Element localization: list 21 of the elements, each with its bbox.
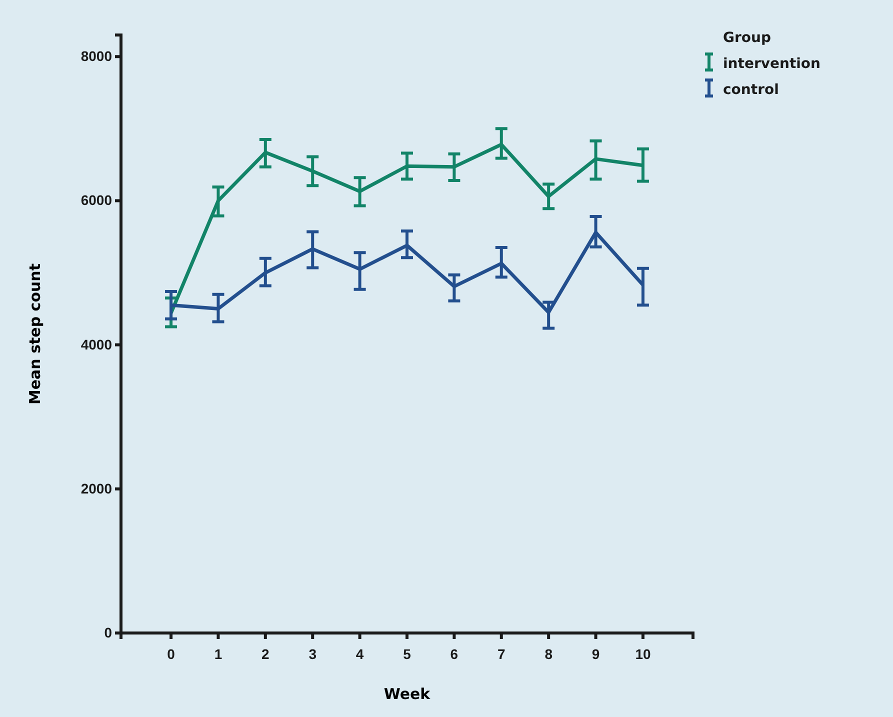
x-tick-label: 4 <box>356 646 364 662</box>
x-tick-label: 8 <box>544 646 553 662</box>
legend-title: Group <box>723 30 772 46</box>
y-tick-label: 0 <box>104 624 112 640</box>
y-axis-title: Mean step count <box>26 263 44 405</box>
x-tick-label: 10 <box>635 646 651 662</box>
legend-label: intervention <box>723 56 821 72</box>
x-tick-label: 2 <box>262 646 270 662</box>
legend-label: control <box>723 82 779 98</box>
x-tick-label: 0 <box>167 646 176 662</box>
x-tick-label: 3 <box>308 646 317 662</box>
x-tick-label: 5 <box>403 646 412 662</box>
y-tick-label: 2000 <box>80 480 112 496</box>
x-tick-label: 6 <box>450 646 458 662</box>
y-tick-label: 6000 <box>80 192 112 208</box>
x-tick-label: 7 <box>497 646 506 662</box>
x-tick-label: 9 <box>592 646 600 662</box>
y-tick-label: 4000 <box>80 336 112 352</box>
x-axis-title: Week <box>384 685 432 703</box>
y-tick-label: 8000 <box>80 48 112 64</box>
x-tick-label: 1 <box>214 646 222 662</box>
